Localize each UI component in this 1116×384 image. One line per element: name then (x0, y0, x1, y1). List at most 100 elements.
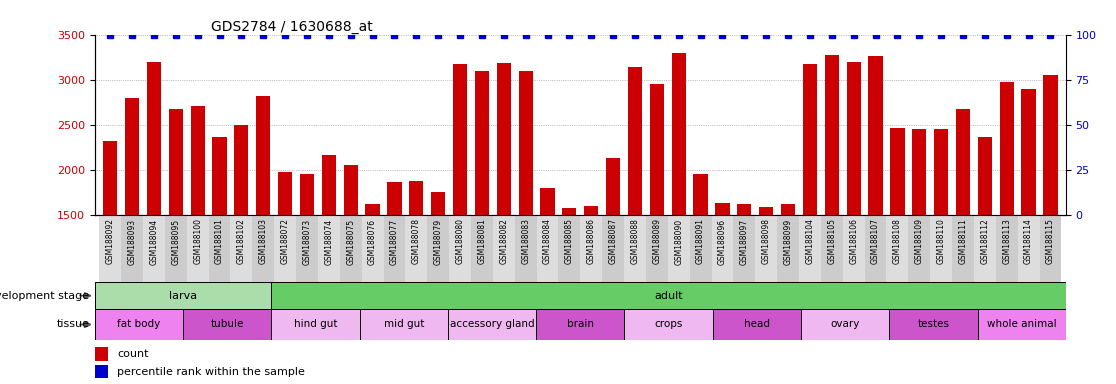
Text: GSM188079: GSM188079 (434, 218, 443, 265)
Text: GSM188087: GSM188087 (608, 218, 617, 265)
Bar (384, 215, 405, 282)
Bar (169, 109, 183, 215)
Bar (847, 62, 860, 215)
Bar (1000, 83, 1013, 215)
Bar (843, 215, 865, 282)
Bar (978, 137, 992, 215)
Text: percentile rank within the sample: percentile rank within the sample (117, 366, 305, 377)
Bar (344, 166, 358, 215)
Text: GSM188098: GSM188098 (762, 218, 771, 265)
Bar (908, 215, 931, 282)
Bar (143, 215, 165, 282)
Bar (410, 181, 423, 215)
Bar (453, 65, 468, 215)
Bar (540, 188, 555, 215)
Bar (183, 309, 271, 340)
Bar (103, 141, 117, 215)
Text: larva: larva (169, 291, 198, 301)
Bar (497, 63, 511, 215)
Bar (448, 309, 536, 340)
Text: brain: brain (567, 319, 594, 329)
Text: tissue: tissue (56, 319, 89, 329)
Text: GSM188093: GSM188093 (127, 218, 136, 265)
Text: GSM188086: GSM188086 (587, 218, 596, 265)
Bar (628, 67, 642, 215)
Text: GSM188104: GSM188104 (806, 218, 815, 265)
Bar (713, 309, 801, 340)
Text: mid gut: mid gut (384, 319, 424, 329)
Bar (777, 215, 799, 282)
Text: head: head (744, 319, 770, 329)
Bar (493, 215, 514, 282)
Text: GSM188090: GSM188090 (674, 218, 683, 265)
Bar (825, 55, 839, 215)
Bar (359, 309, 448, 340)
Text: hind gut: hind gut (294, 319, 337, 329)
Bar (427, 215, 449, 282)
Bar (431, 192, 445, 215)
Text: tubule: tubule (211, 319, 244, 329)
Text: GSM188089: GSM188089 (653, 218, 662, 265)
Bar (519, 71, 532, 215)
Bar (257, 96, 270, 215)
Text: development stage: development stage (0, 291, 89, 301)
Bar (672, 53, 686, 215)
Bar (801, 309, 889, 340)
Bar (646, 215, 667, 282)
Text: GSM188085: GSM188085 (565, 218, 574, 265)
Bar (365, 204, 379, 215)
Text: crops: crops (654, 319, 683, 329)
Bar (580, 215, 603, 282)
Bar (756, 215, 777, 282)
Text: whole animal: whole animal (987, 319, 1057, 329)
Bar (1018, 215, 1039, 282)
Bar (712, 215, 733, 282)
Bar (537, 215, 558, 282)
Bar (165, 215, 186, 282)
Bar (912, 129, 926, 215)
Text: GSM188105: GSM188105 (827, 218, 836, 265)
Text: count: count (117, 349, 148, 359)
Bar (715, 203, 730, 215)
Bar (95, 282, 271, 309)
Bar (1039, 215, 1061, 282)
Bar (733, 215, 756, 282)
Bar (1043, 75, 1058, 215)
Text: GSM188111: GSM188111 (959, 218, 968, 264)
Text: GSM188082: GSM188082 (499, 218, 508, 264)
Bar (625, 309, 713, 340)
Bar (799, 215, 821, 282)
Text: ovary: ovary (830, 319, 859, 329)
Bar (956, 109, 970, 215)
Text: GSM188100: GSM188100 (193, 218, 202, 265)
Bar (603, 215, 624, 282)
Bar (471, 215, 493, 282)
Bar (738, 204, 751, 215)
Text: GSM188115: GSM188115 (1046, 218, 1055, 264)
Bar (449, 215, 471, 282)
Bar (95, 309, 183, 340)
Text: GSM188101: GSM188101 (215, 218, 224, 264)
Bar (584, 206, 598, 215)
Bar (95, 365, 108, 379)
Text: GSM188080: GSM188080 (455, 218, 464, 265)
Bar (300, 174, 314, 215)
Text: GSM188107: GSM188107 (870, 218, 881, 265)
Text: GSM188097: GSM188097 (740, 218, 749, 265)
Bar (296, 215, 318, 282)
Bar (865, 215, 886, 282)
Text: GSM188095: GSM188095 (171, 218, 181, 265)
Text: GSM188076: GSM188076 (368, 218, 377, 265)
Text: fat body: fat body (117, 319, 161, 329)
Text: GSM188091: GSM188091 (696, 218, 705, 265)
Bar (252, 215, 275, 282)
Text: GSM188074: GSM188074 (325, 218, 334, 265)
Bar (405, 215, 427, 282)
Text: GSM188114: GSM188114 (1024, 218, 1033, 264)
Bar (934, 129, 949, 215)
Bar (362, 215, 384, 282)
Bar (387, 182, 402, 215)
Text: GSM188092: GSM188092 (106, 218, 115, 265)
Bar (321, 156, 336, 215)
Bar (95, 347, 108, 361)
